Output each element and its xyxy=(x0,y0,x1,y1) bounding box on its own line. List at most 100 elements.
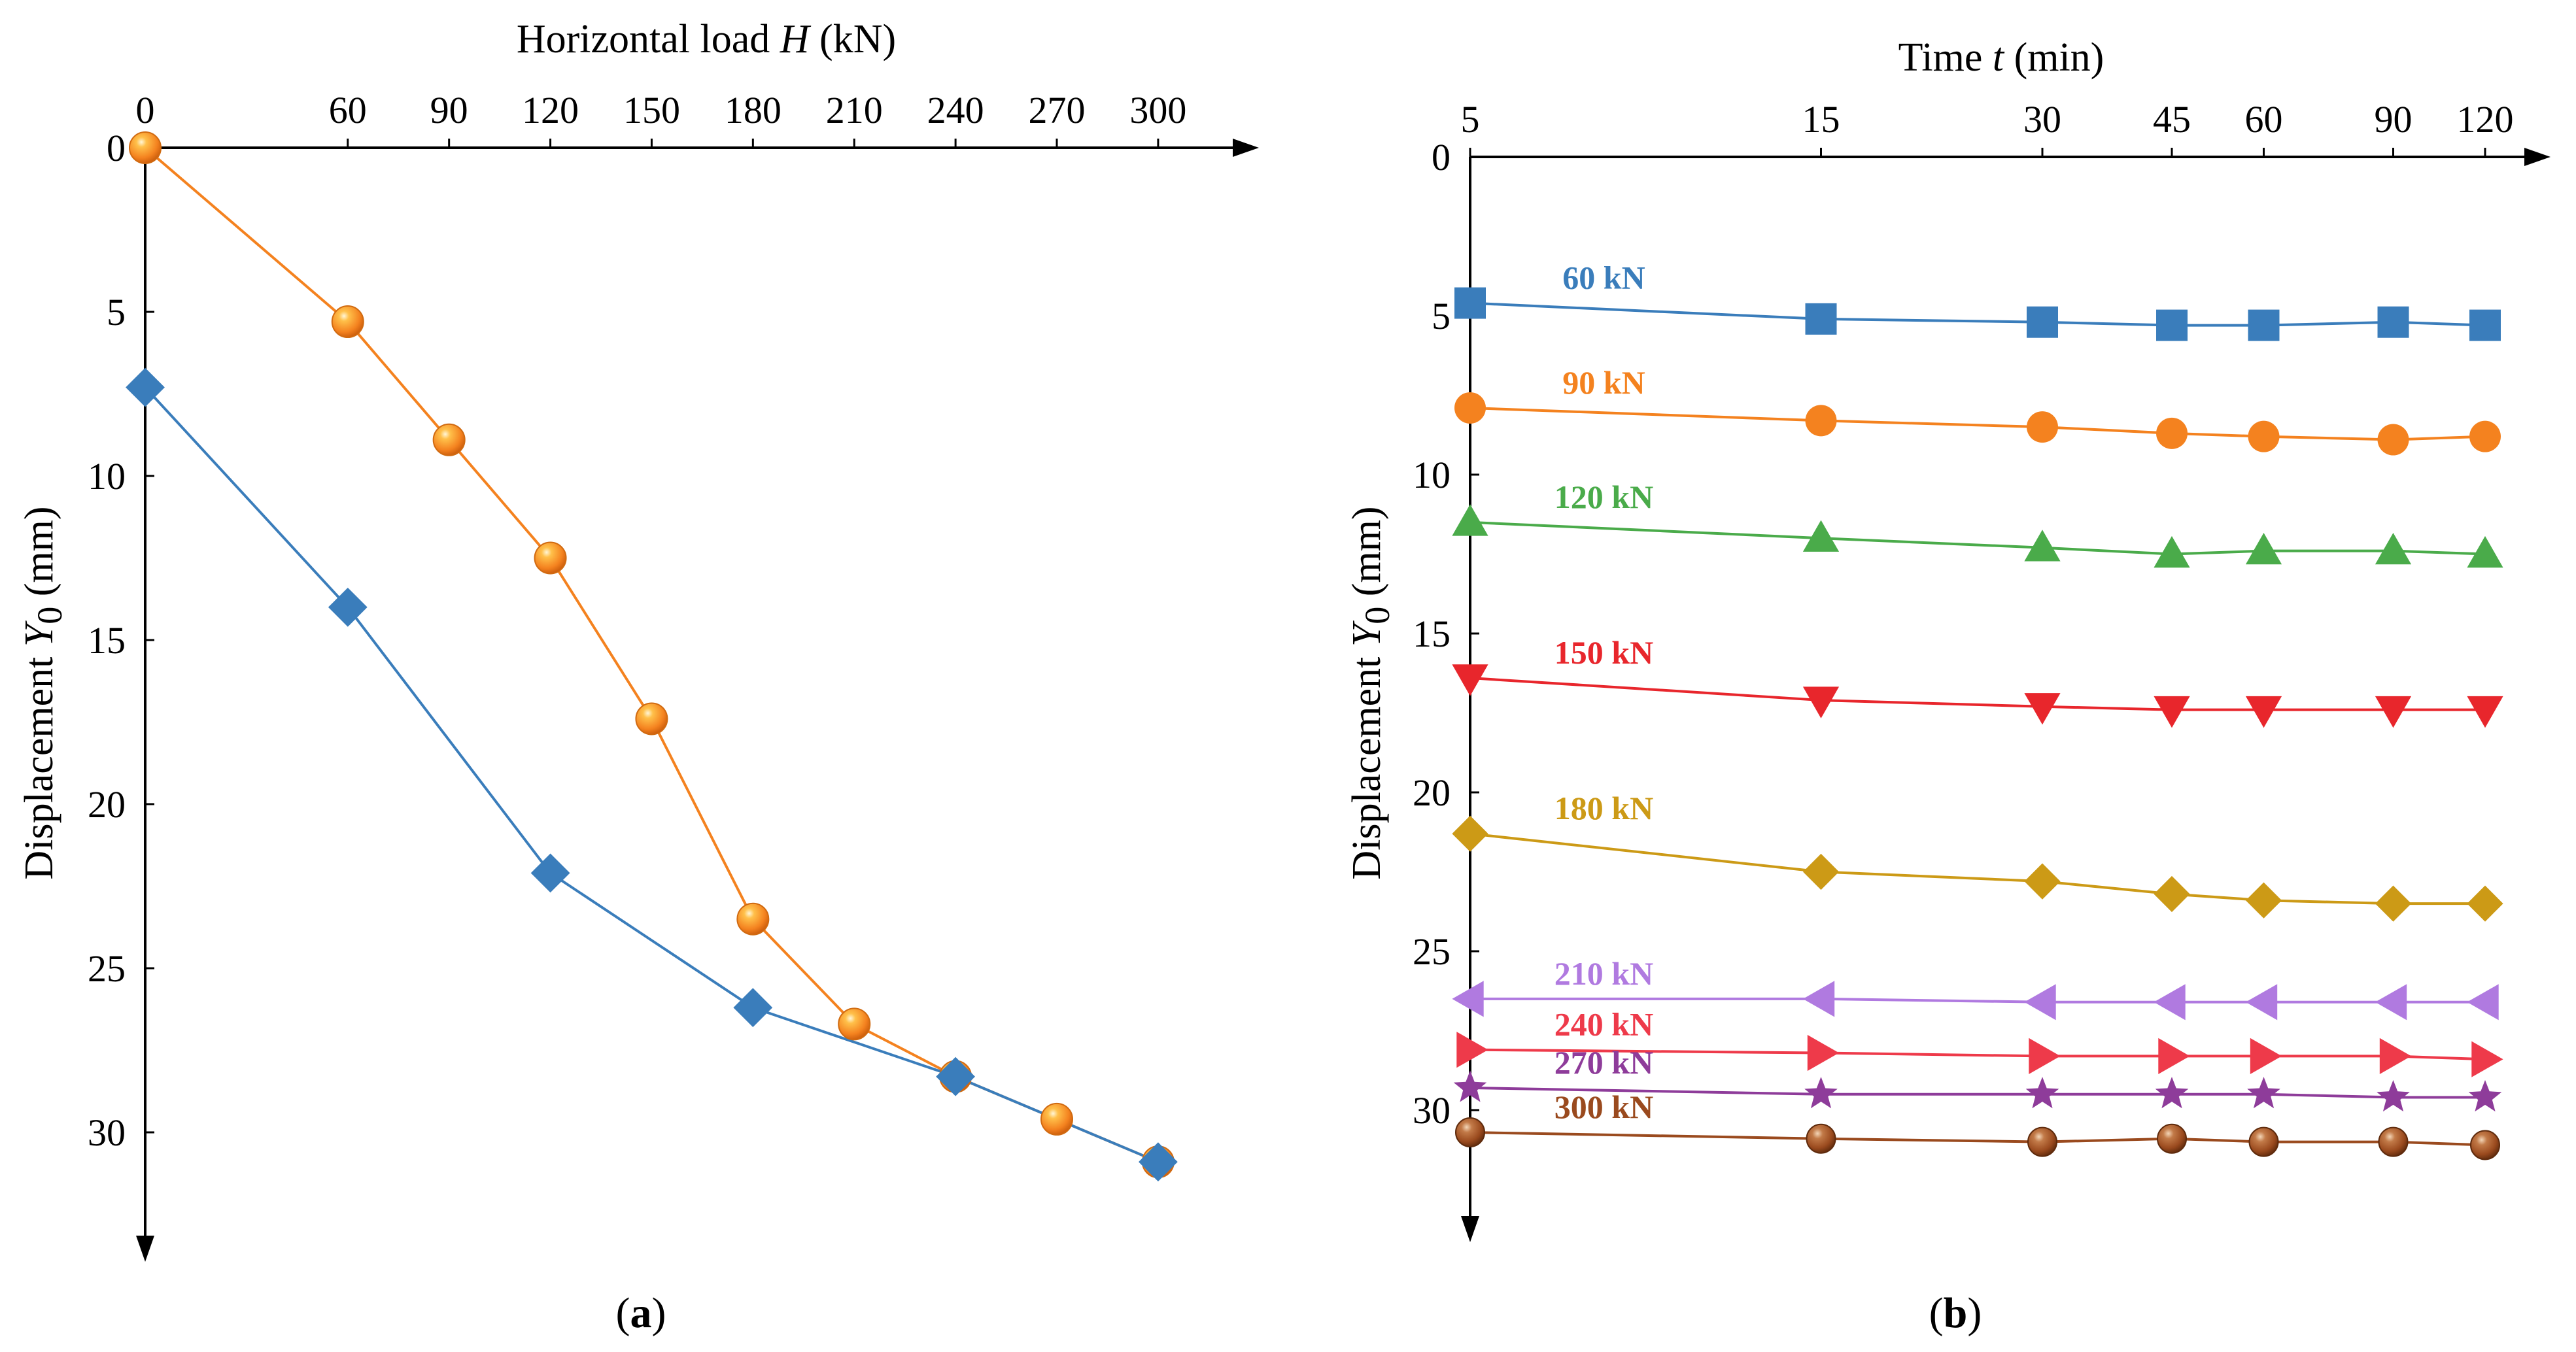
b-x-tick-label: 90 xyxy=(2375,98,2413,141)
a-y-tick-label: 0 xyxy=(107,127,126,169)
b-series-line xyxy=(1469,520,2486,556)
a-y-tick-label: 20 xyxy=(88,783,126,826)
b-point xyxy=(2467,984,2499,1021)
b-point xyxy=(2157,1123,2188,1154)
b-y-tick-label: 20 xyxy=(1413,771,1451,814)
b-x-axis-arrow xyxy=(2524,148,2550,166)
a-point-orange xyxy=(331,305,364,339)
b-series-label: 240 kN xyxy=(1554,1006,1653,1043)
b-point xyxy=(2379,1038,2412,1074)
b-x-tick-label: 5 xyxy=(1461,98,1480,141)
a-y-axis-title: Displacement Y0 (mm) xyxy=(17,506,69,879)
b-x-tick-label: 45 xyxy=(2153,98,2191,141)
b-panel-letter: b xyxy=(1944,1289,1968,1337)
a-y-tick-label: 30 xyxy=(88,1111,126,1154)
b-point xyxy=(2024,984,2056,1021)
b-series-line xyxy=(1470,997,2485,1004)
b-series-label: 270 kN xyxy=(1554,1044,1653,1081)
b-point xyxy=(2470,1130,2500,1160)
b-point xyxy=(2154,535,2190,568)
b-y-tick-label: 30 xyxy=(1413,1089,1451,1132)
b-point xyxy=(2245,882,2282,919)
b-point xyxy=(1802,853,1840,890)
b-point xyxy=(2248,309,2280,341)
b-point xyxy=(2158,1038,2190,1074)
a-point-orange xyxy=(635,702,668,735)
a-x-title-var: H xyxy=(780,17,812,61)
a-point-orange xyxy=(838,1007,871,1041)
b-point xyxy=(1805,405,1837,437)
a-point-blue xyxy=(328,587,368,627)
b-x-tick-label: 30 xyxy=(2023,98,2061,141)
b-point xyxy=(2156,417,2188,449)
a-x-axis-title: Horizontal load H (kN) xyxy=(517,17,896,61)
b-series-line xyxy=(1469,406,2486,441)
a-series-line-blue xyxy=(144,386,1159,1164)
a-y-title-text: Displacement xyxy=(17,647,61,879)
b-point xyxy=(1452,504,1488,536)
b-series-label: 210 kN xyxy=(1554,955,1653,992)
b-y-title-sub: 0 xyxy=(1358,607,1397,624)
b-y-tick-label: 0 xyxy=(1432,136,1451,178)
a-point-orange xyxy=(1040,1102,1074,1136)
a-panel-paren-open: ( xyxy=(616,1289,630,1337)
b-y-title-var: Y xyxy=(1345,620,1389,647)
b-point xyxy=(1454,287,1486,319)
b-series-line xyxy=(1469,301,2486,327)
a-y-tick-label: 5 xyxy=(107,291,126,333)
a-x-tick-label: 150 xyxy=(623,89,680,131)
a-point-orange xyxy=(129,131,162,164)
b-point xyxy=(1802,520,1840,552)
b-x-tick-label: 15 xyxy=(1802,98,1840,141)
b-point xyxy=(2467,885,2503,922)
a-point-blue xyxy=(733,988,773,1028)
b-point xyxy=(2467,696,2503,728)
b-point xyxy=(1805,303,1837,335)
a-x-tick-label: 60 xyxy=(329,89,367,131)
b-point xyxy=(2024,530,2061,562)
b-point xyxy=(1456,1032,1488,1068)
b-y-title-text: Displacement xyxy=(1345,647,1389,879)
b-series-label: 300 kN xyxy=(1554,1089,1653,1125)
b-point xyxy=(1804,1077,1838,1109)
a-y-tick-label: 25 xyxy=(88,947,126,990)
b-point xyxy=(2029,1038,2061,1074)
b-point xyxy=(2154,696,2190,728)
a-point-orange xyxy=(736,902,770,936)
b-point xyxy=(1806,1123,1836,1154)
b-point xyxy=(2156,309,2188,341)
b-x-tick-label: 120 xyxy=(2457,98,2514,141)
a-y-title-sub: 0 xyxy=(30,607,69,624)
a-x-tick-label: 270 xyxy=(1029,89,1086,131)
chart-a-horizontal-load: 0 60 90 120 150 180 210 240 270 300 0 5 10 15 20 25 30 Ho… xyxy=(17,17,1259,1337)
b-series-line xyxy=(1469,1131,2486,1147)
b-x-tick-label: 60 xyxy=(2245,98,2283,141)
a-x-tick-label: 210 xyxy=(826,89,883,131)
b-series-label: 120 kN xyxy=(1554,479,1653,515)
a-panel-letter: a xyxy=(630,1289,652,1337)
b-point xyxy=(2250,1038,2282,1074)
b-point xyxy=(2027,1126,2058,1157)
b-point xyxy=(1452,815,1488,852)
b-point xyxy=(1807,1034,1840,1072)
b-point xyxy=(2469,309,2501,341)
a-x-title-text: Horizontal load xyxy=(517,17,780,61)
b-y-axis-title: Displacement Y0 (mm) xyxy=(1345,506,1397,879)
b-y-tick-label: 5 xyxy=(1432,295,1451,337)
b-point xyxy=(2471,1041,2503,1077)
a-x-title-unit: (kN) xyxy=(810,17,897,61)
b-point xyxy=(2377,424,2409,456)
b-point xyxy=(1454,392,1486,424)
b-x-axis-title: Time t (min) xyxy=(1898,35,2104,80)
b-point xyxy=(2027,411,2059,443)
a-point-orange xyxy=(432,423,466,456)
b-x-title-unit: (min) xyxy=(2004,35,2104,80)
b-y-tick-label: 15 xyxy=(1413,613,1451,655)
b-point xyxy=(2469,420,2501,452)
b-point xyxy=(2245,984,2278,1021)
a-y-tick-label: 10 xyxy=(88,455,126,498)
a-series-line-orange xyxy=(144,146,1159,1164)
a-panel-label: (a) xyxy=(616,1289,666,1337)
a-point-orange xyxy=(534,541,567,575)
